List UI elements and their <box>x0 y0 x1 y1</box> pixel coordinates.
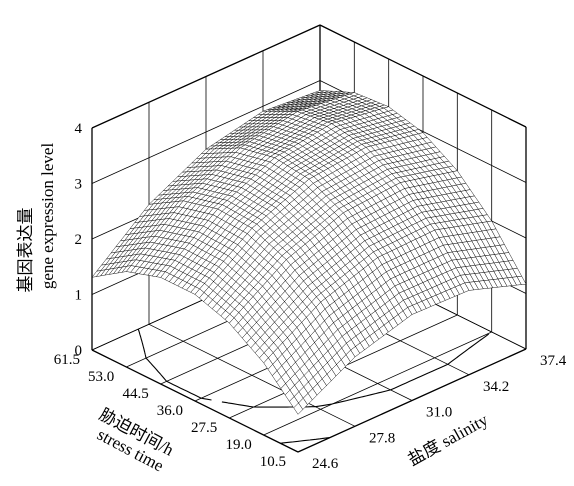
x-tick-label: 36.0 <box>157 403 183 419</box>
y-tick-label: 27.8 <box>369 430 395 446</box>
x-tick-label: 10.5 <box>260 454 286 470</box>
z-tick-label: 4 <box>75 121 83 137</box>
contour-line <box>137 328 490 408</box>
x-tick-label: 44.5 <box>122 386 148 402</box>
y-tick-label: 31.0 <box>426 405 452 421</box>
y-tick-label: 34.2 <box>483 379 509 395</box>
box-edge <box>319 24 527 128</box>
z-axis-label-cn: 基因表达量 <box>16 208 35 293</box>
y-tick-label: 24.6 <box>312 456 339 472</box>
y-tick-label: 37.4 <box>540 353 567 369</box>
contour-line <box>280 436 331 444</box>
z-axis-label-en: gene expression level <box>38 143 57 290</box>
floor-contours <box>137 328 490 444</box>
box-edge <box>91 349 299 453</box>
z-tick-label: 1 <box>75 288 83 304</box>
x-tick-label: 53.0 <box>88 369 114 385</box>
x-tick-label: 61.5 <box>54 352 80 368</box>
z-tick-label: 3 <box>75 177 83 193</box>
x-tick-label: 19.0 <box>225 437 251 453</box>
z-tick-label: 2 <box>75 232 83 248</box>
box-edge <box>297 348 527 453</box>
floor-gridline <box>148 323 356 427</box>
tick-labels: 0 1 2 3 4 10.5 19.0 27.5 36.0 44.5 53.0 61.5 24.6 27.… <box>54 121 567 472</box>
surface-cell <box>293 402 304 415</box>
z-tick-label: 0 <box>75 343 83 359</box>
x-tick-label: 27.5 <box>191 420 217 436</box>
box-edge <box>91 24 321 129</box>
surface-mesh <box>91 90 527 415</box>
